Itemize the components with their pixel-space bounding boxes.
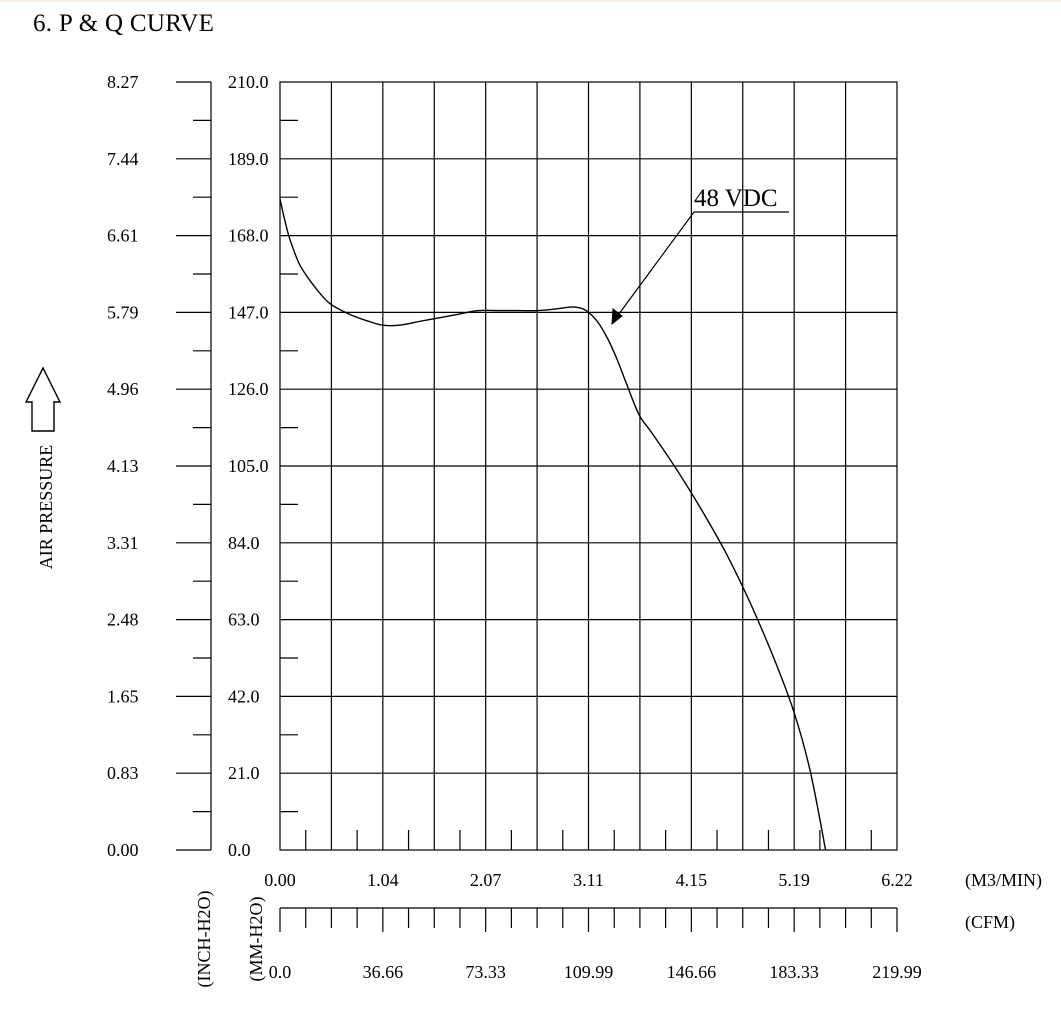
top-rule xyxy=(0,0,1061,2)
x-tick-label-m3: 5.19 xyxy=(778,870,810,890)
y-tick-label-mm: 126.0 xyxy=(228,379,269,399)
y-tick-label-mm: 105.0 xyxy=(228,456,269,476)
x-tick-label-cfm: 73.33 xyxy=(465,962,506,982)
tick-labels: 0.00 0.83 1.65 2.48 3.31 4.13 4.96 5.79 6.61 7.44… xyxy=(24,72,1042,988)
x-tick-label-cfm: 219.99 xyxy=(872,962,922,982)
y-tick-label-mm: 147.0 xyxy=(228,302,269,322)
x-tick-label-m3: 1.04 xyxy=(367,870,399,890)
y-tick-label-inch: 2.48 xyxy=(107,610,139,630)
y-tick-label-mm: 0.0 xyxy=(228,840,251,860)
axes xyxy=(176,81,898,932)
y-tick-label-mm: 21.0 xyxy=(228,763,260,783)
y-tick-label-inch: 0.00 xyxy=(107,840,139,860)
y-tick-label-mm: 210.0 xyxy=(228,72,269,92)
x-unit-m3: (M3/MIN) xyxy=(965,870,1042,891)
series-line-48vdc xyxy=(279,198,827,851)
plot-frame xyxy=(279,81,898,851)
series-label-48vdc: 48 VDC xyxy=(694,185,778,212)
y-tick-label-mm: 189.0 xyxy=(228,149,269,169)
y-tick-label-mm: 42.0 xyxy=(228,686,260,706)
x-tick-label-cfm: 36.66 xyxy=(363,962,404,982)
y-axis-title: AIR PRESSURE xyxy=(36,445,56,570)
up-arrow-icon xyxy=(24,366,62,432)
grid xyxy=(280,82,897,850)
x-tick-label-m3: 0.00 xyxy=(264,870,296,890)
y-tick-label-inch: 1.65 xyxy=(107,686,139,706)
y-tick-label-inch: 5.79 xyxy=(107,302,139,322)
x-tick-label-m3: 2.07 xyxy=(470,870,502,890)
y-tick-label-inch: 0.83 xyxy=(107,763,139,783)
page-title: 6. P & Q CURVE xyxy=(33,10,215,37)
y-tick-label-inch: 8.27 xyxy=(107,72,139,92)
x-unit-cfm: (CFM) xyxy=(965,912,1015,933)
y-tick-label-mm: 168.0 xyxy=(228,226,269,246)
y-unit-mm: (MM-H2O) xyxy=(246,897,267,982)
x-tick-label-m3: 4.15 xyxy=(676,870,708,890)
y-tick-label-inch: 4.13 xyxy=(107,456,139,476)
x-tick-label-cfm: 109.99 xyxy=(564,962,614,982)
y-tick-label-inch: 3.31 xyxy=(107,533,139,553)
y-tick-label-inch: 7.44 xyxy=(107,149,139,169)
x-tick-label-cfm: 146.66 xyxy=(667,962,717,982)
y-unit-inch: (INCH-H2O) xyxy=(194,891,215,988)
x-tick-label-m3: 6.22 xyxy=(881,870,913,890)
x-tick-label-cfm: 183.33 xyxy=(769,962,819,982)
y-tick-label-inch: 4.96 xyxy=(107,379,139,399)
series-label-arrowhead xyxy=(611,308,623,326)
series-label-leader xyxy=(615,211,695,319)
y-tick-label-inch: 6.61 xyxy=(107,226,139,246)
x-tick-label-cfm: 0.0 xyxy=(269,962,292,982)
series: 48 VDC xyxy=(279,185,827,851)
y-tick-label-mm: 63.0 xyxy=(228,610,260,630)
y-tick-label-mm: 84.0 xyxy=(228,533,260,553)
x-tick-label-m3: 3.11 xyxy=(573,870,604,890)
